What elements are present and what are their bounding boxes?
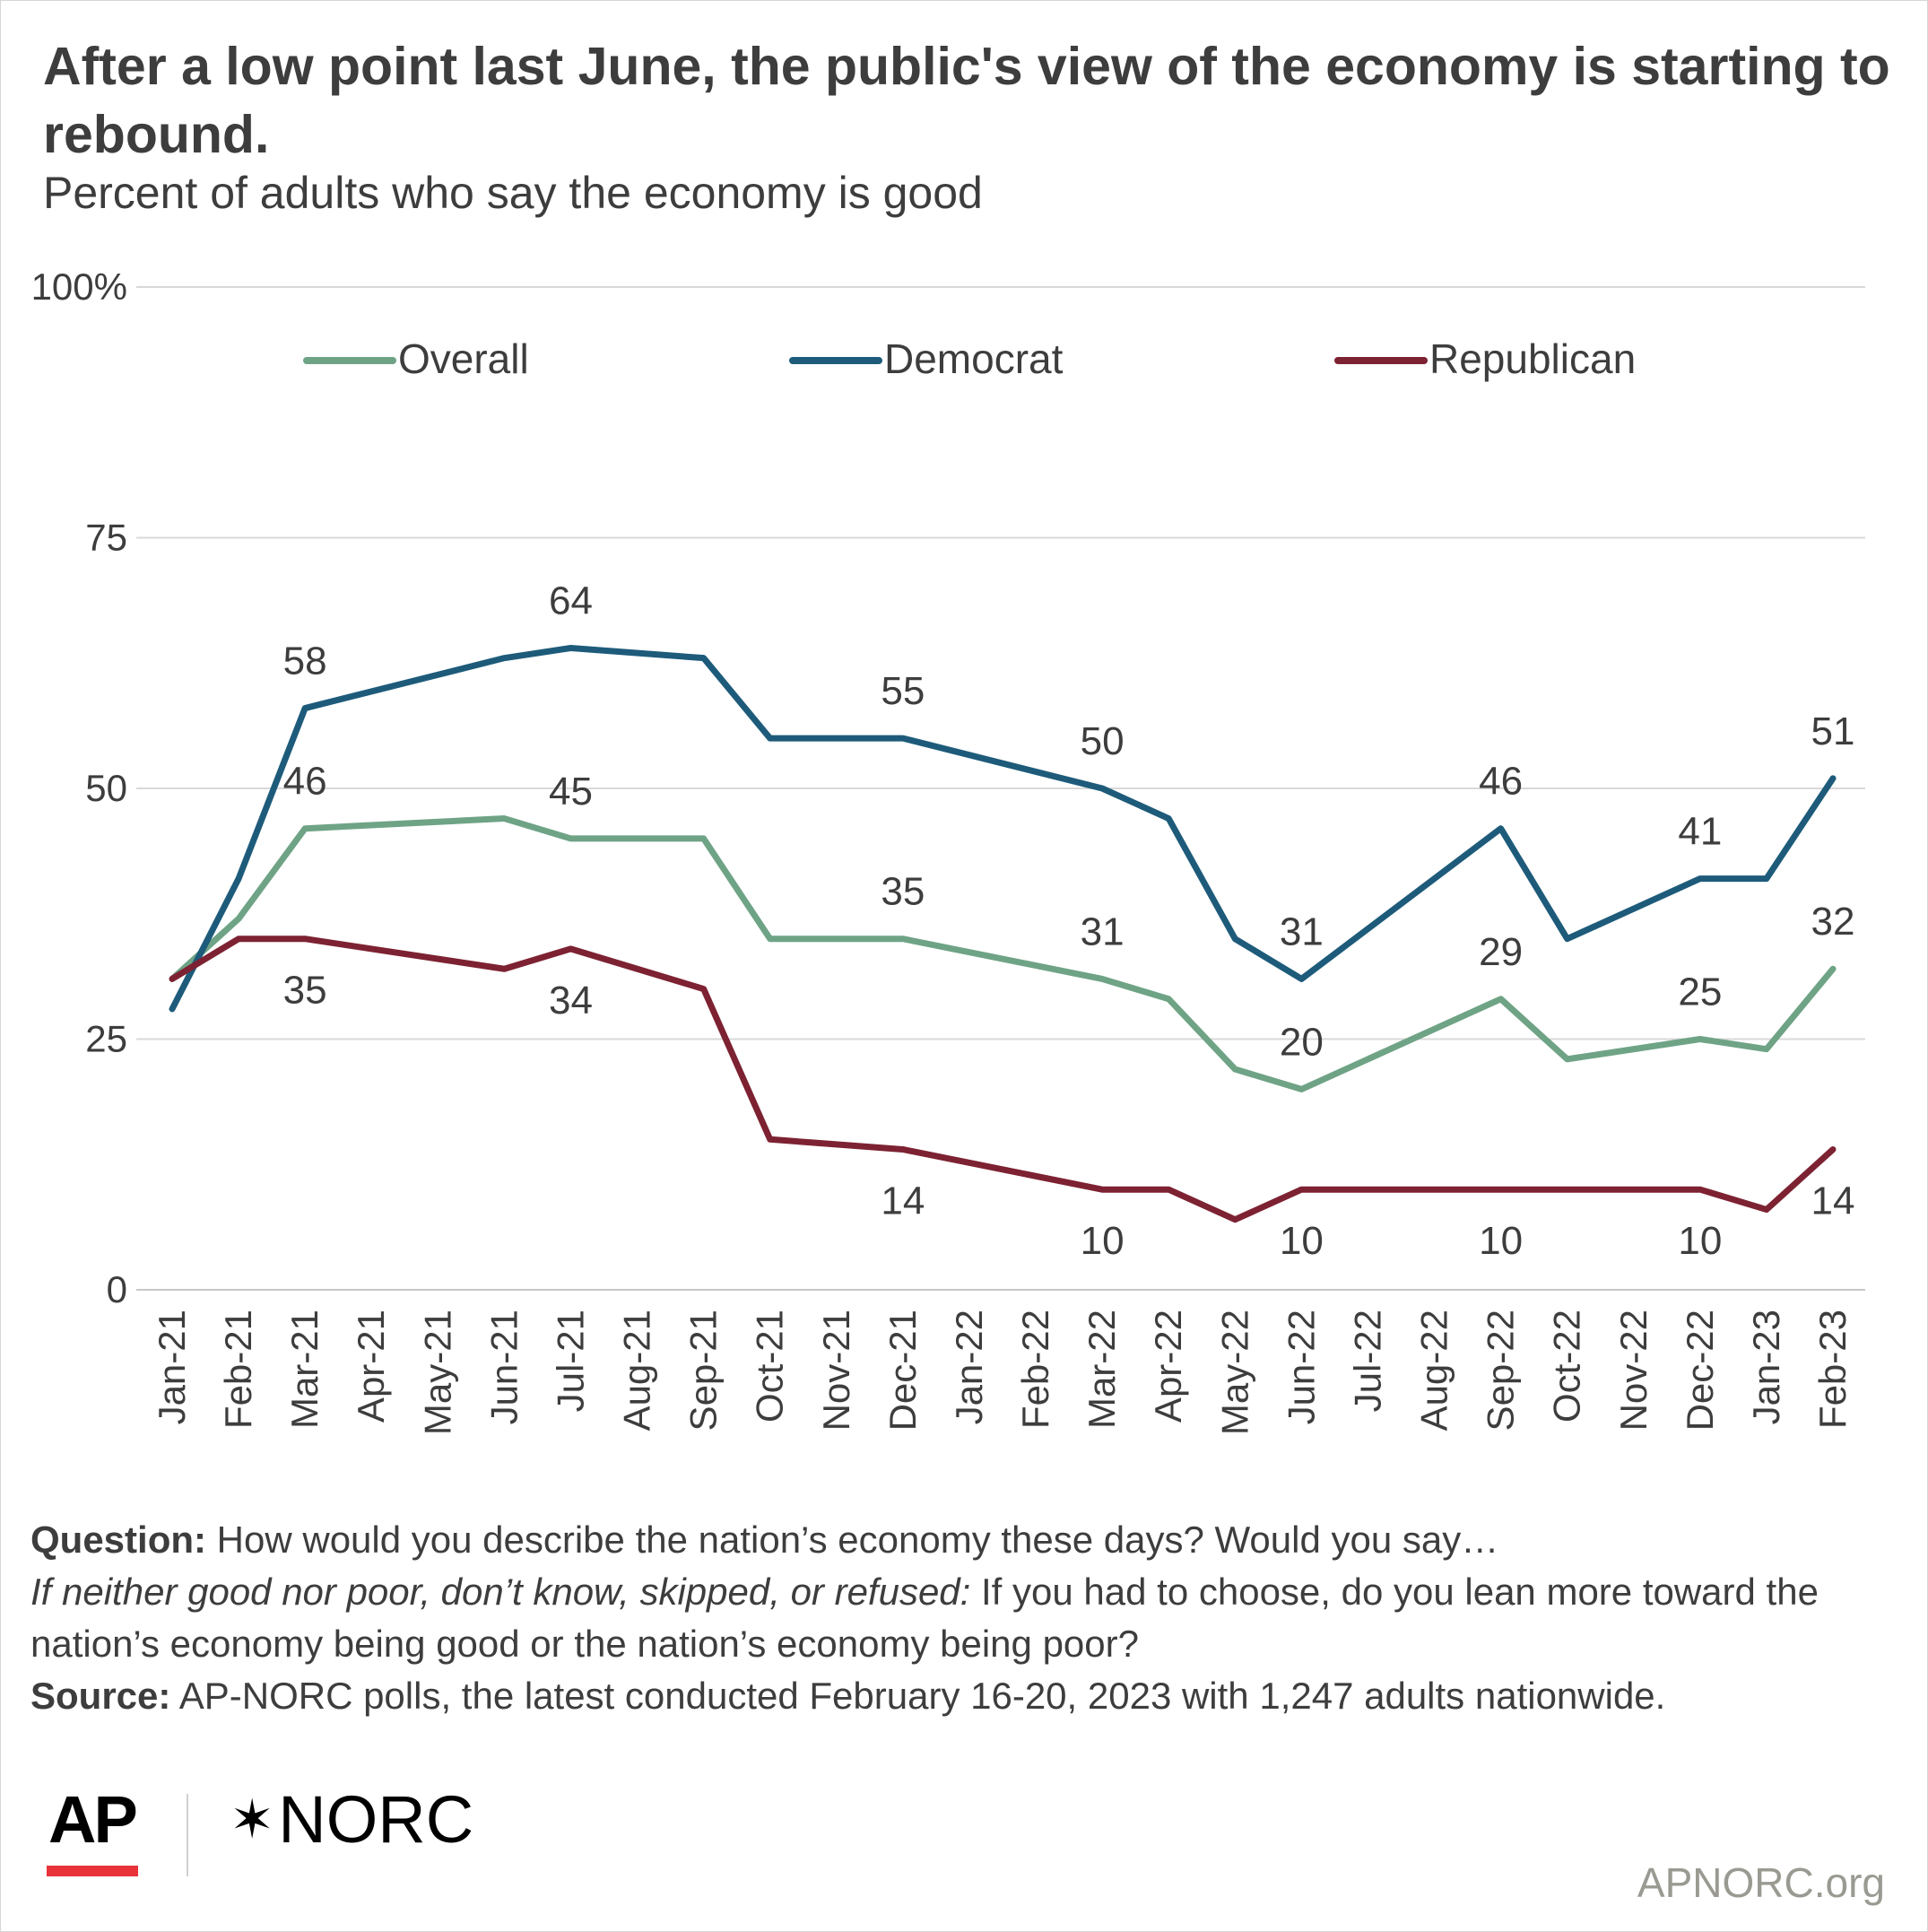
x-tick-label: Dec-21 (881, 1310, 924, 1431)
data-label: 50 (1081, 719, 1125, 763)
logo-divider (187, 1794, 188, 1876)
data-label: 20 (1280, 1020, 1324, 1064)
data-label: 58 (283, 640, 327, 683)
x-tick-label: Sep-21 (682, 1310, 725, 1431)
followup-italic: If neither good nor poor, don’t know, sk… (30, 1571, 971, 1613)
x-tick-label: Apr-22 (1147, 1310, 1189, 1423)
data-label: 29 (1479, 930, 1523, 974)
series-line-republican (169, 936, 1837, 1223)
x-tick-label: May-21 (416, 1310, 458, 1435)
data-label: 32 (1811, 900, 1855, 944)
legend-label: Democrat (884, 335, 1064, 382)
y-tick-label: 75 (85, 517, 127, 559)
source-text: AP-NORC polls, the latest conducted Febr… (170, 1675, 1666, 1717)
x-tick-label: Jan-22 (948, 1310, 990, 1424)
legend-label: Overall (398, 335, 529, 382)
line-chart: 0 25 50 75 100% Jan-21 Feb-21 Mar-21 Apr-21 May-… (31, 265, 1865, 1435)
x-tick-label: Mar-22 (1081, 1310, 1123, 1429)
norc-logo-text: NORC (278, 1782, 474, 1857)
data-label: 14 (881, 1179, 925, 1223)
question-label: Question: (30, 1519, 206, 1561)
norc-star-icon: ✶ (230, 1788, 275, 1849)
data-label: 51 (1811, 709, 1855, 753)
source-note: Source: AP-NORC polls, the latest conduc… (30, 1670, 1905, 1722)
x-tick-label: Jun-22 (1280, 1310, 1322, 1424)
y-tick-label: 50 (85, 767, 127, 809)
data-label: 10 (1081, 1219, 1125, 1263)
data-label: 34 (549, 979, 593, 1023)
chart-subtitle: Percent of adults who say the economy is… (43, 168, 983, 218)
y-tick-label: 0 (107, 1268, 127, 1310)
x-tick-label: Jan-21 (151, 1310, 193, 1424)
x-tick-label: Nov-22 (1612, 1310, 1654, 1431)
data-label: 46 (283, 760, 327, 804)
question-text: How would you describe the nation’s econ… (206, 1519, 1499, 1561)
gridlines (136, 286, 1865, 1291)
ap-logo: AP (48, 1782, 138, 1857)
source-label: Source: (30, 1675, 171, 1717)
legend: Overall Democrat Republican (303, 335, 1636, 382)
data-label: 31 (1081, 909, 1125, 953)
data-label: 31 (1280, 909, 1324, 953)
data-label: 10 (1678, 1219, 1722, 1263)
y-axis-ticks: 0 25 50 75 100% (31, 265, 127, 1310)
x-tick-label: Oct-21 (749, 1310, 791, 1423)
data-label: 64 (549, 579, 593, 622)
x-tick-label: Mar-21 (283, 1310, 326, 1429)
chart-notes: Question: How would you describe the nat… (30, 1514, 1905, 1722)
x-tick-label: Oct-22 (1546, 1310, 1588, 1423)
x-tick-label: Feb-22 (1014, 1310, 1056, 1429)
data-labels: 46 45 35 31 20 29 25 32 58 64 55 50 31 46 41 51 35 34 14 10… (283, 579, 1855, 1263)
site-url: APNORC.org (1637, 1859, 1885, 1906)
data-label: 10 (1479, 1219, 1523, 1263)
question-note: Question: How would you describe the nat… (30, 1514, 1905, 1566)
series-line-democrat (169, 644, 1837, 1013)
x-tick-label: Jan-23 (1745, 1310, 1787, 1424)
data-label: 35 (881, 870, 925, 914)
series-lines (169, 644, 1837, 1223)
x-axis-ticks: Jan-21 Feb-21 Mar-21 Apr-21 May-21 Jun-21 Jul-… (151, 1310, 1854, 1435)
data-label: 14 (1811, 1179, 1855, 1223)
x-tick-label: Apr-21 (350, 1310, 392, 1423)
ap-logo-underline (47, 1866, 138, 1876)
norc-logo: ✶ NORC (230, 1781, 473, 1858)
data-label: 46 (1479, 760, 1523, 804)
x-tick-label: Sep-22 (1480, 1310, 1522, 1431)
series-line-overall (169, 815, 1837, 1092)
x-tick-label: Jun-21 (482, 1310, 525, 1424)
x-tick-label: Dec-22 (1679, 1310, 1721, 1431)
data-label: 45 (549, 770, 593, 814)
data-label: 35 (283, 969, 327, 1013)
data-label: 41 (1678, 810, 1722, 854)
legend-label: Republican (1429, 335, 1636, 382)
x-tick-label: Feb-21 (217, 1310, 259, 1429)
followup-text: If you had to choose, do you lean more t… (30, 1571, 1819, 1665)
x-tick-label: Nov-21 (815, 1310, 857, 1431)
x-tick-label: May-22 (1213, 1310, 1255, 1435)
data-label: 10 (1280, 1219, 1324, 1263)
followup-note: If neither good nor poor, don’t know, sk… (30, 1566, 1905, 1670)
x-tick-label: Jul-22 (1346, 1310, 1388, 1412)
y-tick-label: 25 (85, 1018, 127, 1060)
x-tick-label: Jul-21 (549, 1310, 591, 1412)
x-tick-label: Aug-22 (1413, 1310, 1455, 1431)
data-label: 25 (1678, 970, 1722, 1014)
chart-title: After a low point last June, the public'… (43, 37, 1890, 164)
x-tick-label: Aug-21 (616, 1310, 658, 1431)
data-label: 55 (881, 669, 925, 713)
y-tick-label: 100% (31, 265, 127, 308)
x-tick-label: Feb-23 (1811, 1310, 1854, 1429)
